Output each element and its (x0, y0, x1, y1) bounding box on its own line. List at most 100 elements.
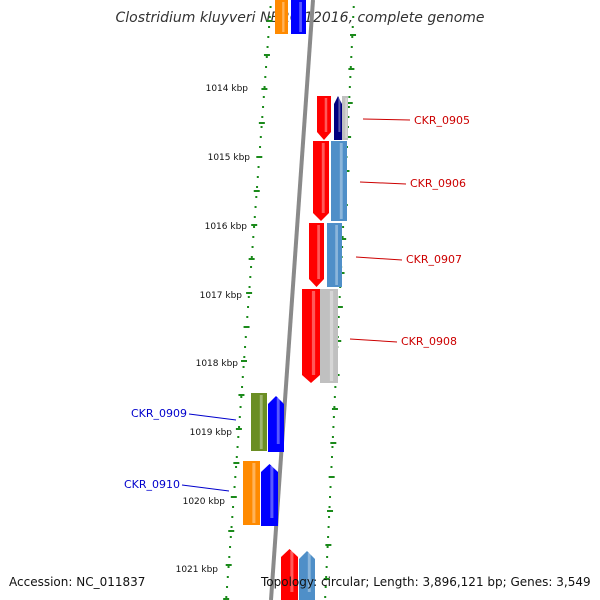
gene-arrow[interactable] (261, 464, 278, 526)
tick-dot-right (328, 506, 331, 508)
tick-dot-right (349, 76, 352, 78)
tick-dot-left (262, 96, 265, 98)
gene-label[interactable]: CKR_0906 (410, 177, 466, 190)
tick-dot-left (243, 356, 246, 358)
left-tick-track (223, 6, 273, 600)
tick-dot-left (267, 36, 270, 38)
gene-highlight (307, 553, 311, 592)
gene-arrow[interactable] (251, 393, 267, 451)
gene-label-connectors (181, 118, 411, 492)
gene-arrow[interactable] (299, 551, 315, 600)
tick-dot-right (324, 596, 327, 598)
tick-dot-right (330, 456, 333, 458)
tick-dot-right (347, 116, 350, 118)
gene-arrow[interactable] (268, 396, 284, 452)
gene-arrow[interactable] (317, 96, 331, 140)
tick-dot-right (351, 26, 354, 28)
tick-dot-right (349, 66, 352, 68)
tick-dot-right (331, 446, 334, 448)
gene-arrow[interactable] (243, 461, 260, 525)
gene-highlight (282, 2, 285, 32)
tick-dash-left (243, 326, 250, 328)
gene-label[interactable]: CKR_0905 (414, 114, 470, 127)
gene-highlight (311, 291, 316, 375)
tick-dash-right (336, 306, 343, 308)
gene-arrow[interactable] (281, 549, 298, 600)
gene-arrow[interactable] (309, 223, 324, 287)
tick-dot-right (325, 566, 328, 568)
tick-dot-left (251, 246, 254, 248)
gene-arrow[interactable] (291, 0, 306, 34)
gene-label[interactable]: CKR_0907 (406, 253, 462, 266)
tick-dash-right (340, 238, 347, 240)
scale-label: 1020 kbp (183, 497, 226, 507)
tick-dot-left (250, 256, 253, 258)
tick-dot-left (244, 346, 247, 348)
tick-dash-right (331, 408, 338, 410)
tick-dot-left (231, 516, 234, 518)
gene-features (243, 0, 348, 600)
label-connector (181, 484, 230, 492)
tick-dash-right (330, 442, 337, 444)
tick-dot-right (352, 16, 355, 18)
tick-dot-left (265, 56, 268, 58)
tick-dot-right (337, 326, 340, 328)
tick-dash-right (350, 34, 357, 36)
tick-dot-left (264, 76, 267, 78)
tick-dot-left (228, 556, 231, 558)
tick-dash-right (327, 510, 334, 512)
gene-arrow[interactable] (342, 96, 348, 140)
tick-dot-right (341, 246, 344, 248)
tick-dot-left (242, 366, 245, 368)
tick-dot-left (253, 226, 256, 228)
tick-dot-left (238, 416, 241, 418)
gene-highlight (259, 395, 263, 449)
tick-dot-right (328, 516, 331, 518)
scale-labels: 1014 kbp 1015 kbp 1016 kbp 1017 kbp 1018 kbp… (176, 84, 251, 575)
tick-dot-right (334, 386, 337, 388)
gene-arrow[interactable] (320, 289, 338, 383)
tick-dot-left (248, 286, 251, 288)
tick-dot-right (337, 316, 340, 318)
gene-arrow[interactable] (275, 0, 288, 34)
tick-dash-right (325, 544, 332, 546)
label-connector (188, 413, 237, 421)
gene-label[interactable]: CKR_0909 (131, 407, 187, 420)
tick-dot-left (241, 376, 244, 378)
tick-dot-left (246, 316, 249, 318)
gene-highlight (276, 398, 280, 444)
gene-arrow[interactable] (302, 289, 320, 383)
gene-label[interactable]: CKR_0910 (124, 478, 180, 491)
tick-dot-left (226, 576, 229, 578)
tick-dash-left (225, 564, 232, 566)
label-connector (362, 118, 411, 121)
gene-label[interactable]: CKR_0908 (401, 335, 457, 348)
tick-dot-left (261, 116, 264, 118)
tick-dot-left (262, 106, 265, 108)
tick-dot-right (325, 576, 328, 578)
gene-highlight (321, 143, 325, 213)
tick-dot-right (329, 486, 332, 488)
tick-dash-left (246, 292, 253, 294)
tick-dot-right (326, 546, 329, 548)
gene-arrow[interactable] (334, 96, 342, 140)
gene-arrow[interactable] (313, 141, 329, 221)
tick-dot-right (331, 436, 334, 438)
tick-dash-left (235, 428, 242, 430)
scale-label: 1017 kbp (200, 291, 243, 301)
tick-dash-left (238, 394, 245, 396)
tick-dot-right (350, 56, 353, 58)
tick-dot-left (235, 456, 238, 458)
gene-arrow[interactable] (327, 223, 342, 287)
tick-dot-left (232, 506, 235, 508)
tick-dot-left (240, 396, 243, 398)
gene-arrow[interactable] (331, 141, 347, 221)
gene-highlight (324, 98, 328, 132)
gene-highlight (335, 225, 338, 285)
tick-dot-right (327, 536, 330, 538)
tick-dot-left (259, 146, 262, 148)
tick-dot-left (260, 126, 263, 128)
tick-dot-right (324, 586, 327, 588)
tick-dash-left (228, 530, 235, 532)
